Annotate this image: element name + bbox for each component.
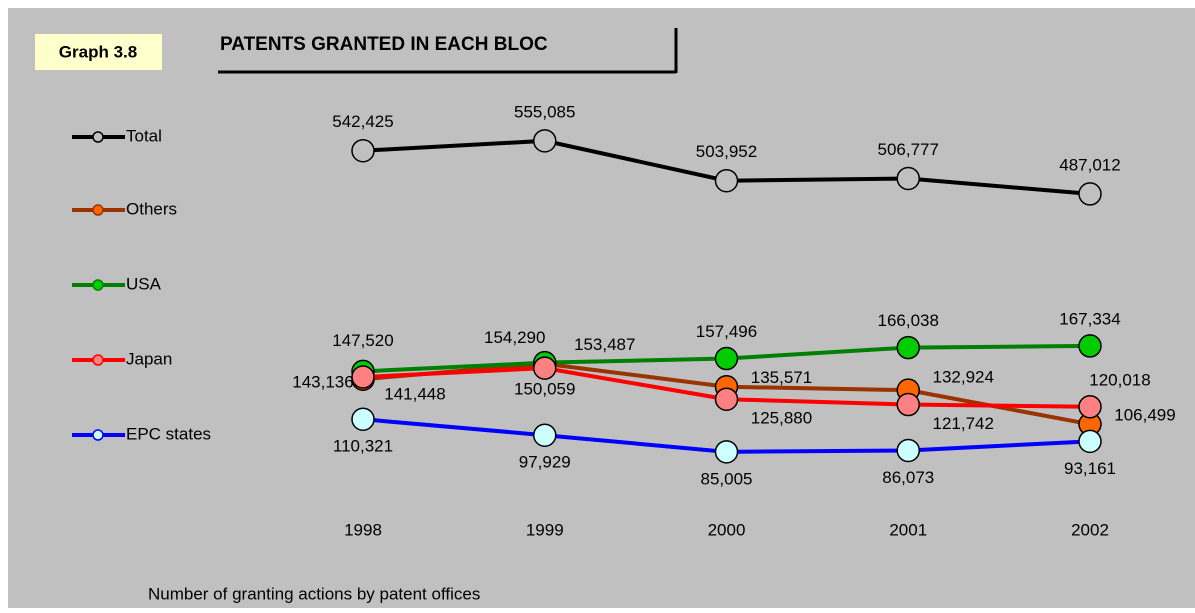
legend-marker <box>92 354 104 366</box>
data-label: 121,742 <box>933 414 994 433</box>
point <box>896 335 920 360</box>
point <box>351 407 375 432</box>
point <box>1078 334 1102 358</box>
data-label: 147,520 <box>332 331 393 350</box>
legend-label: Japan <box>126 349 172 368</box>
legend-marker <box>92 279 104 291</box>
x-tick-label: 1999 <box>526 520 564 539</box>
legend-label: Total <box>126 126 162 145</box>
data-label: 110,321 <box>333 437 393 456</box>
footnote: Number of granting actions by patent off… <box>148 584 480 603</box>
data-label: 141,448 <box>384 385 445 404</box>
legend-label: Others <box>126 199 177 218</box>
data-label: 157,496 <box>696 322 757 341</box>
data-label: 506,777 <box>878 140 939 159</box>
data-label: 97,929 <box>519 453 571 472</box>
point <box>714 346 739 371</box>
data-label: 150,059 <box>514 380 575 399</box>
point <box>351 365 375 389</box>
chart-title: PATENTS GRANTED IN EACH BLOC <box>220 34 548 55</box>
x-tick-label: 1998 <box>344 520 382 539</box>
data-label: 85,005 <box>701 469 753 488</box>
point <box>1078 395 1102 419</box>
point <box>351 138 375 163</box>
point <box>533 423 557 447</box>
legend-marker <box>92 429 104 441</box>
point <box>896 392 920 417</box>
point <box>714 387 739 411</box>
legend-marker <box>92 204 104 216</box>
data-label: 503,952 <box>696 142 757 161</box>
point <box>896 166 920 191</box>
data-label: 166,038 <box>878 311 939 330</box>
x-tick-label: 2001 <box>889 520 927 539</box>
graph-label: Graph 3.8 <box>59 42 137 61</box>
data-label: 153,487 <box>574 335 635 354</box>
data-label: 154,290 <box>484 328 545 347</box>
point <box>714 168 739 193</box>
point <box>1078 182 1102 206</box>
point <box>533 356 557 380</box>
point <box>896 438 920 463</box>
data-label: 125,880 <box>751 409 812 428</box>
data-label: 135,571 <box>751 368 812 387</box>
data-label: 93,161 <box>1064 459 1116 478</box>
x-tick-label: 2002 <box>1071 520 1109 539</box>
point <box>533 129 557 153</box>
legend-label: USA <box>126 274 162 293</box>
data-label: 120,018 <box>1089 370 1150 389</box>
x-tick-label: 2000 <box>708 520 746 539</box>
data-label: 167,334 <box>1059 309 1120 328</box>
background <box>8 8 1195 608</box>
data-label: 542,425 <box>332 112 393 131</box>
data-label: 86,073 <box>882 468 934 487</box>
data-label: 106,499 <box>1114 406 1175 425</box>
data-label: 132,924 <box>933 368 994 387</box>
label-box <box>35 34 162 70</box>
data-label: 487,012 <box>1059 155 1120 174</box>
point <box>714 440 739 464</box>
legend-marker <box>92 131 104 143</box>
point <box>1078 429 1102 454</box>
legend-label: EPC states <box>126 424 211 443</box>
data-label: 555,085 <box>514 102 575 121</box>
data-label: 143,136 <box>292 373 353 392</box>
